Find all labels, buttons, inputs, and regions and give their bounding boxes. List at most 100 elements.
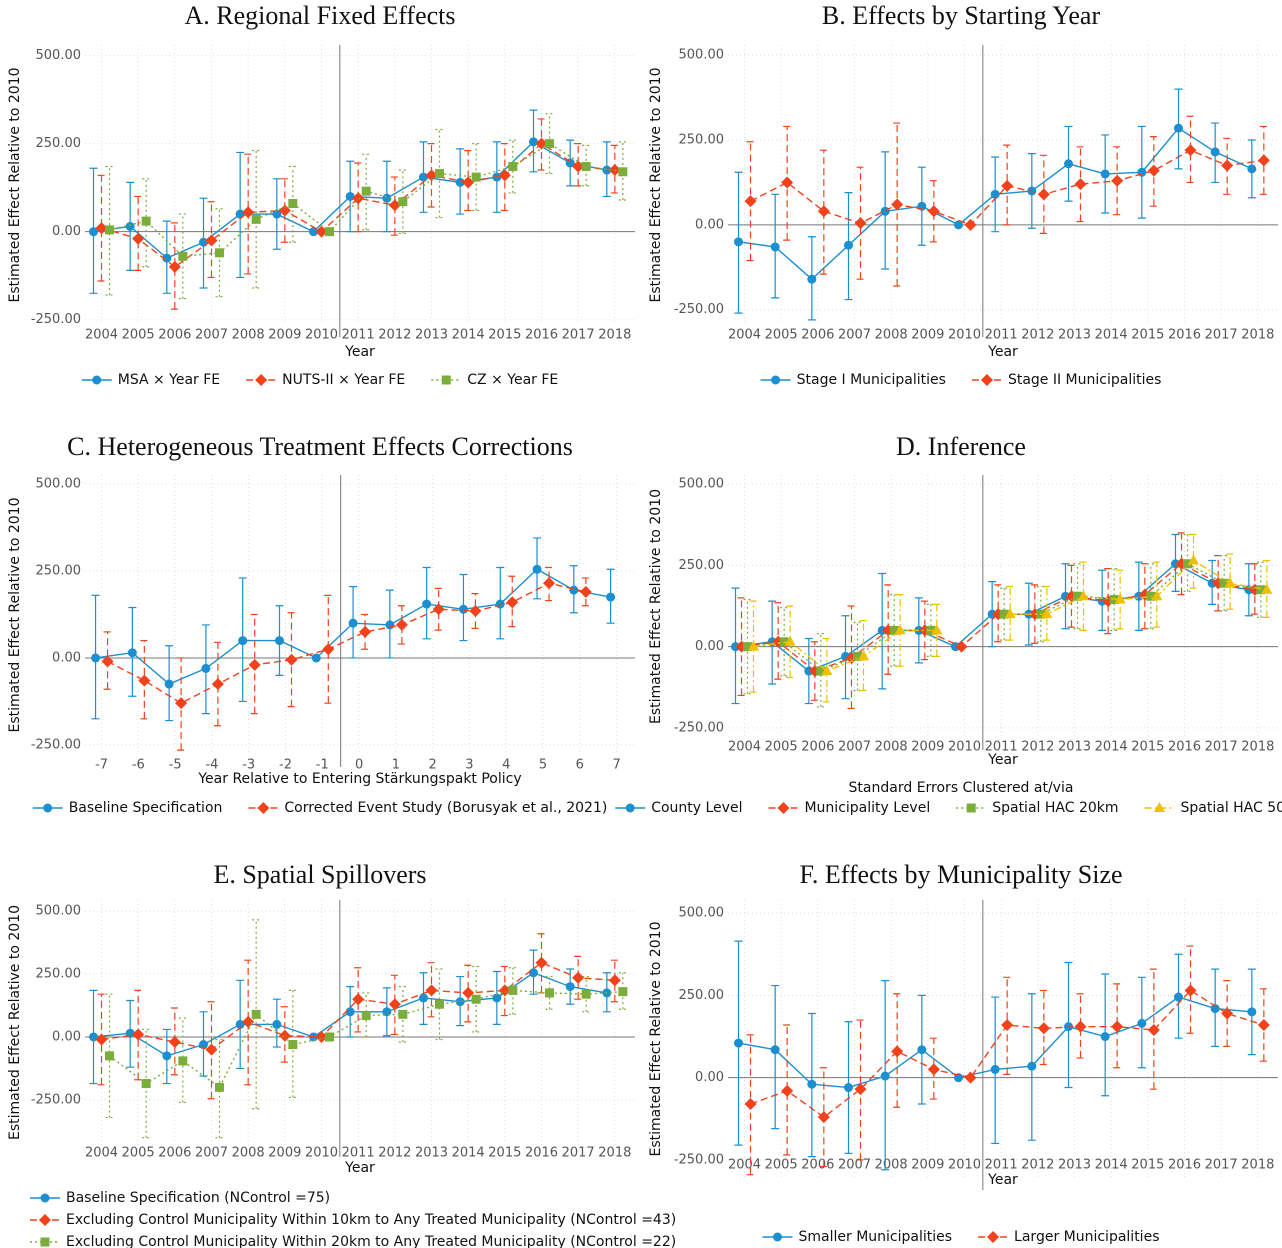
- marker: [382, 1007, 392, 1017]
- error-bar: [288, 165, 297, 243]
- marker: [1257, 154, 1270, 167]
- series: [95, 118, 621, 310]
- marker: [777, 802, 790, 814]
- series-line: [750, 989, 1265, 1119]
- error-bar: [244, 959, 253, 1086]
- marker: [817, 205, 830, 218]
- marker: [398, 1009, 408, 1019]
- error-bar: [783, 1024, 792, 1156]
- marker: [1041, 608, 1053, 619]
- marker: [1037, 1022, 1050, 1035]
- marker: [238, 636, 248, 646]
- marker: [242, 206, 255, 219]
- marker: [105, 1051, 114, 1061]
- marker: [927, 1063, 940, 1076]
- error-bar: [1177, 532, 1186, 596]
- marker: [880, 1071, 890, 1081]
- marker: [471, 994, 481, 1004]
- error-bar: [472, 143, 481, 212]
- marker: [1247, 164, 1257, 174]
- marker: [1210, 1004, 1220, 1014]
- error-bar: [618, 141, 627, 201]
- x-tick-label: 1: [392, 758, 400, 773]
- x-tick-label: 2017: [1205, 740, 1238, 755]
- error-bar: [354, 967, 363, 1033]
- marker: [771, 375, 781, 385]
- x-tick-label: 2016: [1168, 1158, 1201, 1173]
- marker: [138, 674, 151, 687]
- series: [735, 532, 1261, 710]
- marker: [352, 192, 365, 205]
- x-tick-label: 2005: [122, 328, 155, 343]
- error-bar: [1030, 584, 1039, 644]
- x-tick-label: 2018: [598, 1146, 631, 1161]
- marker: [132, 1028, 145, 1041]
- marker: [980, 374, 993, 386]
- x-tick-label: 2018: [1241, 1158, 1274, 1173]
- x-tick-label: 2013: [1058, 328, 1091, 343]
- marker: [162, 1051, 172, 1061]
- error-bar: [508, 967, 517, 1015]
- x-tick-label: 2013: [1058, 740, 1091, 755]
- marker: [1261, 583, 1273, 594]
- x-tick-label: 2007: [195, 1146, 228, 1161]
- legend-label: County Level: [651, 800, 742, 816]
- marker: [205, 1043, 218, 1056]
- x-tick-label: 2015: [488, 328, 521, 343]
- marker: [535, 137, 548, 150]
- x-tick-label: 2008: [232, 1146, 265, 1161]
- marker: [744, 195, 757, 208]
- x-tick-label: -1: [316, 758, 329, 773]
- x-tick-label: 4: [502, 758, 510, 773]
- marker: [1154, 802, 1166, 812]
- error-bar: [618, 972, 627, 1010]
- y-tick-label: -250.00: [674, 1152, 724, 1167]
- error-bar: [771, 984, 780, 1130]
- x-tick-label: -6: [132, 758, 145, 773]
- marker: [931, 624, 943, 635]
- y-tick-label: 500.00: [36, 904, 82, 919]
- marker: [92, 375, 102, 385]
- marker: [251, 1009, 261, 1019]
- panel-title: E. Spatial Spillovers: [213, 860, 426, 889]
- x-tick-label: 2018: [598, 328, 631, 343]
- legend-label: Excluding Control Municipality Within 20…: [66, 1234, 676, 1248]
- legend: Baseline Specification (NControl =75) Exc…: [30, 1190, 676, 1248]
- error-bar: [929, 180, 938, 243]
- marker: [168, 1036, 181, 1049]
- marker: [471, 172, 481, 182]
- marker: [781, 176, 794, 189]
- marker: [272, 1019, 282, 1029]
- marker: [101, 655, 114, 668]
- marker: [419, 993, 428, 1003]
- x-tick-label: 2007: [195, 328, 228, 343]
- marker: [1074, 1020, 1087, 1033]
- marker: [990, 1064, 1000, 1074]
- marker: [880, 206, 890, 216]
- marker: [164, 679, 174, 689]
- marker: [1219, 578, 1229, 588]
- marker: [606, 592, 616, 602]
- y-tick-label: -250.00: [674, 720, 724, 735]
- x-tick-label: 2016: [1168, 740, 1201, 755]
- marker: [43, 803, 53, 813]
- y-tick-label: -250.00: [31, 737, 81, 752]
- error-bar: [743, 598, 752, 695]
- legend-label: Municipality Level: [804, 800, 930, 816]
- marker: [1027, 1061, 1037, 1071]
- error-bar: [464, 150, 473, 212]
- marker: [498, 169, 511, 182]
- series: [734, 940, 1257, 1171]
- x-tick-label: 2013: [1058, 1158, 1091, 1173]
- series: [105, 919, 628, 1139]
- marker: [309, 227, 318, 237]
- marker: [1114, 593, 1126, 604]
- y-tick-label: 250.00: [679, 558, 725, 573]
- marker: [1174, 123, 1183, 133]
- marker: [964, 218, 977, 231]
- marker: [422, 599, 432, 609]
- x-tick-label: 2008: [875, 1158, 908, 1173]
- series: [89, 109, 612, 294]
- marker: [382, 193, 392, 203]
- marker: [311, 653, 321, 663]
